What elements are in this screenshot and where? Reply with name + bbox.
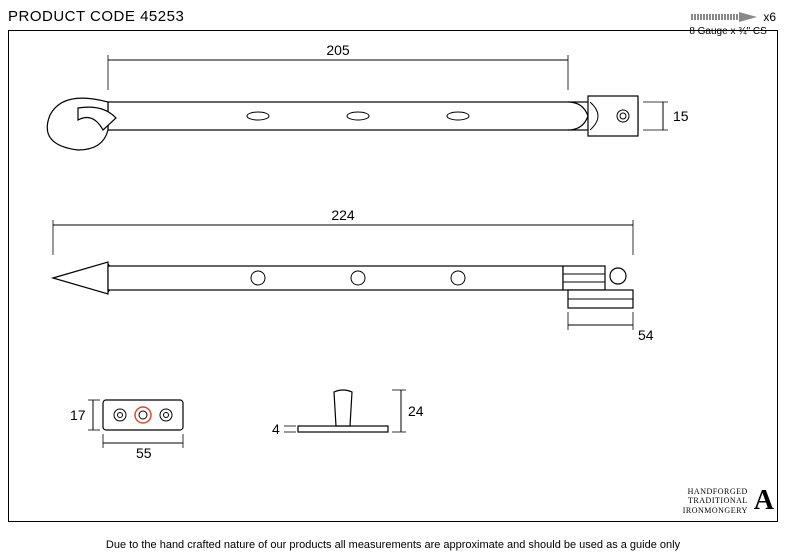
technical-drawing: 205 15 22 [8, 30, 778, 520]
product-code: PRODUCT CODE 45253 [8, 8, 184, 25]
dim-55: 55 [136, 445, 152, 461]
bracket-top-view: 17 55 [70, 400, 183, 461]
product-code-value: 45253 [140, 8, 184, 25]
brand-l1: HANDFORGED [683, 487, 748, 497]
pin-side-view: 24 4 [272, 390, 424, 437]
dim-4: 4 [272, 421, 280, 437]
screw-qty: x6 [763, 10, 776, 24]
dim-15: 15 [673, 108, 689, 124]
footer-note: Due to the hand crafted nature of our pr… [0, 539, 786, 551]
brand-mark: HANDFORGED TRADITIONAL IRONMONGERY A [683, 485, 774, 517]
view1-stay-side: 205 15 [47, 42, 689, 150]
screw-icon [689, 10, 759, 24]
product-code-label: PRODUCT CODE [8, 8, 135, 25]
dim-205: 205 [326, 42, 350, 58]
anvil-logo: A [754, 485, 774, 517]
brand-l2: TRADITIONAL [683, 496, 748, 506]
brand-l3: IRONMONGERY [683, 506, 748, 516]
view2-stay-top: 224 54 [53, 207, 654, 343]
dim-17: 17 [70, 407, 86, 423]
dim-224: 224 [331, 207, 355, 223]
dim-54: 54 [638, 327, 654, 343]
dim-24: 24 [408, 403, 424, 419]
